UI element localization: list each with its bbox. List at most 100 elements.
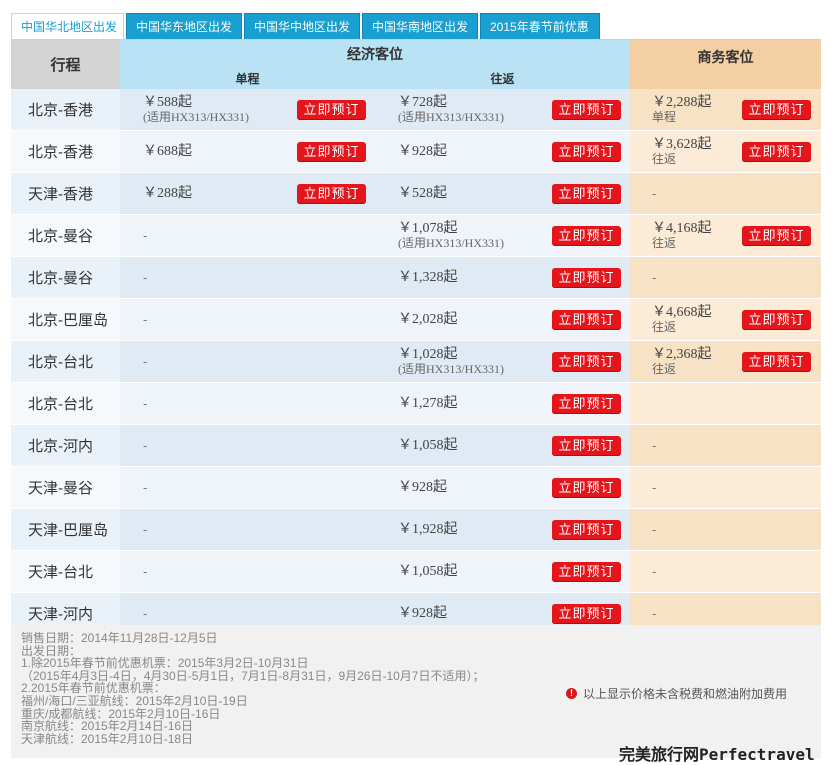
fare-cell: - — [630, 424, 821, 467]
book-now-button[interactable]: 立即预订 — [297, 183, 366, 204]
route-name: 北京-香港 — [11, 130, 120, 173]
note-line: 销售日期：2014年11月28日-12月5日 — [21, 631, 218, 645]
fare-cell: ￥928起 立即预订 — [375, 130, 630, 173]
fare-price: ￥288起 — [143, 186, 192, 201]
region-tabs: 中国华北地区出发 中国华东地区出发 中国华中地区出发 中国华南地区出发 2015年春节前… — [11, 13, 602, 40]
fare-unavailable: - — [652, 185, 657, 201]
fare-price: ￥928起 — [398, 144, 447, 159]
book-now-button[interactable]: 立即预订 — [552, 435, 621, 456]
business-header: 商务客位 — [630, 40, 821, 89]
fare-unavailable: - — [143, 353, 148, 369]
tab-region-5[interactable]: 2015年春节前优惠 — [480, 13, 600, 40]
table-row: 北京-台北 - ￥1,028起 (适用HX313/HX331) 立即预订 ￥2,368起往… — [11, 340, 821, 383]
note-line: 出发日期： — [21, 643, 82, 658]
book-now-button[interactable]: 立即预订 — [297, 141, 366, 162]
book-now-button[interactable]: 立即预订 — [552, 351, 621, 372]
table-row: 北京-台北 - ￥1,278起 立即预订 — [11, 382, 821, 425]
fare-cell: ￥1,028起 (适用HX313/HX331) 立即预订 — [375, 340, 630, 383]
fare-unavailable: - — [143, 269, 148, 285]
table-row: 天津-曼谷 - ￥928起 立即预订 - — [11, 466, 821, 509]
fare-price: ￥1,928起 — [398, 522, 458, 537]
fare-cell: - — [630, 172, 821, 215]
book-now-button[interactable]: 立即预订 — [297, 99, 366, 120]
fare-note: (适用HX313/HX331) — [398, 110, 504, 124]
route-name: 北京-河内 — [11, 424, 120, 467]
book-now-button[interactable]: 立即预订 — [552, 225, 621, 246]
route-header: 行程 — [11, 40, 120, 89]
book-now-button[interactable]: 立即预订 — [552, 183, 621, 204]
table-row: 北京-河内 - ￥1,058起 立即预订 - — [11, 424, 821, 467]
route-name: 天津-台北 — [11, 550, 120, 593]
fare-unavailable: - — [652, 605, 657, 621]
fare-unavailable: - — [143, 227, 148, 243]
fare-cell: - — [120, 214, 375, 257]
economy-header: 经济客位 — [120, 40, 630, 68]
fare-note: (适用HX313/HX331) — [398, 236, 504, 250]
route-name: 北京-巴厘岛 — [11, 298, 120, 341]
fare-unavailable: - — [652, 479, 657, 495]
route-name: 天津-曼谷 — [11, 466, 120, 509]
note-line: 2.2015年春节前优惠机票： — [21, 681, 166, 696]
route-name: 北京-台北 — [11, 340, 120, 383]
fare-cell: - — [630, 466, 821, 509]
tab-region-3[interactable]: 中国华中地区出发 — [244, 13, 360, 40]
fare-price: ￥1,028起 — [398, 347, 458, 362]
note-line: 1.除2015年春节前优惠机票：2015年3月2日-10月31日 — [21, 656, 309, 671]
book-now-button[interactable]: 立即预订 — [552, 477, 621, 498]
fare-cell: ￥2,368起 往返 立即预订 — [630, 340, 821, 383]
fare-price: ￥3,628起 — [652, 137, 712, 152]
tab-region-1[interactable]: 中国华北地区出发 — [11, 13, 124, 40]
fare-unavailable: - — [143, 437, 148, 453]
fare-price: ￥728起 — [398, 95, 447, 110]
book-now-button[interactable]: 立即预订 — [742, 141, 811, 162]
book-now-button[interactable]: 立即预订 — [742, 225, 811, 246]
fare-price: ￥1,058起 — [398, 438, 458, 453]
table-row: 天津-巴厘岛 - ￥1,928起 立即预订 - — [11, 508, 821, 551]
fare-cell: - — [120, 382, 375, 425]
book-now-button[interactable]: 立即预订 — [552, 99, 621, 120]
tab-region-4[interactable]: 中国华南地区出发 — [362, 13, 478, 40]
book-now-button[interactable]: 立即预订 — [552, 393, 621, 414]
book-now-button[interactable]: 立即预订 — [742, 99, 811, 120]
fare-unavailable: - — [652, 269, 657, 285]
fare-unavailable: - — [652, 437, 657, 453]
fare-cell: ￥1,058起 立即预订 — [375, 550, 630, 593]
fare-cell: ￥1,928起 立即预订 — [375, 508, 630, 551]
book-now-button[interactable]: 立即预订 — [552, 309, 621, 330]
fare-unavailable: - — [143, 479, 148, 495]
book-now-button[interactable]: 立即预订 — [552, 141, 621, 162]
note-line: 重庆/成都航线：2015年2月10日-16日 — [21, 706, 221, 721]
book-now-button[interactable]: 立即预订 — [742, 309, 811, 330]
book-now-button[interactable]: 立即预订 — [552, 519, 621, 540]
fare-price: ￥1,058起 — [398, 564, 458, 579]
fare-cell: ￥528起 立即预订 — [375, 172, 630, 215]
fare-unavailable: - — [143, 311, 148, 327]
fare-note: 往返 — [652, 320, 677, 334]
fare-unavailable: - — [652, 563, 657, 579]
fare-note: (适用HX313/HX331) — [143, 110, 249, 124]
note-line: （2015年4月3日-4日，4月30日-5月1日，7月1日-8月31日，9月26… — [21, 668, 485, 683]
fare-price: ￥928起 — [398, 480, 447, 495]
fare-cell: ￥1,078起 (适用HX313/HX331) 立即预订 — [375, 214, 630, 257]
fare-cell: ￥728起 (适用HX313/HX331) 立即预订 — [375, 89, 630, 131]
tab-region-2[interactable]: 中国华东地区出发 — [126, 13, 242, 40]
book-now-button[interactable]: 立即预订 — [742, 351, 811, 372]
fare-note: 往返 — [652, 236, 677, 250]
fare-note: (适用HX313/HX331) — [398, 362, 504, 376]
fare-cell: ￥3,628起 往返 立即预订 — [630, 130, 821, 173]
book-now-button[interactable]: 立即预订 — [552, 561, 621, 582]
fare-cell: ￥928起 立即预订 — [375, 466, 630, 509]
book-now-button[interactable]: 立即预订 — [552, 267, 621, 288]
fare-cell: - — [120, 256, 375, 299]
fare-unavailable: - — [143, 605, 148, 621]
fare-cell: - — [120, 424, 375, 467]
route-name: 北京-曼谷 — [11, 214, 120, 257]
route-name: 北京-香港 — [11, 89, 120, 131]
fare-price: ￥4,168起 — [652, 221, 712, 236]
fare-cell: - — [120, 508, 375, 551]
footer-panel — [11, 625, 821, 758]
book-now-button[interactable]: 立即预订 — [552, 603, 621, 624]
table-row: 天津-香港 ￥288起 立即预订 ￥528起 立即预订 - — [11, 172, 821, 215]
alert-icon: ! — [566, 688, 577, 699]
fare-price: ￥1,278起 — [398, 396, 458, 411]
